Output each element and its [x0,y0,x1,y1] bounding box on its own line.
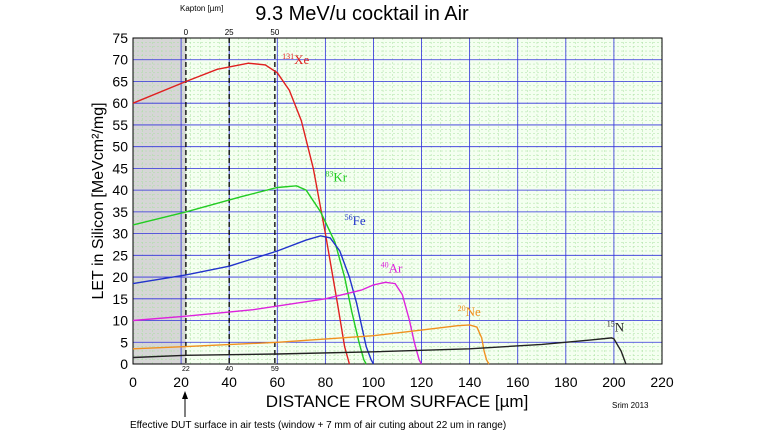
series-name: Ne [466,304,481,319]
y-tick-label: 10 [112,313,128,329]
y-tick-label: 35 [112,204,128,220]
x-tick-label: 60 [269,374,285,390]
x-tick-label: 40 [221,374,237,390]
x-tick-label: 80 [318,374,334,390]
series-mass-number: 20 [458,304,466,313]
x-tick-label: 180 [554,374,578,390]
y-tick-label: 50 [112,139,128,155]
series-label-xe: 131Xe [282,52,309,67]
series-line-xe [132,62,351,365]
y-tick-label: 65 [112,73,128,89]
chart-title: 9.3 MeV/u cocktail in Air [255,3,469,25]
series-label-ar: 40Ar [381,261,403,276]
series-mass-number: 15 [607,319,615,328]
y-tick-label: 45 [112,160,128,176]
shaded-region [133,38,186,364]
series-line-n [132,337,627,365]
kapton-tick-label: 50 [270,28,279,37]
kapton-axis-label: Kapton [µm] [180,4,223,13]
credit-label: Srim 2013 [612,401,649,410]
y-tick-label: 25 [112,247,128,263]
marker-label: 22 [182,366,190,373]
x-tick-label: 160 [506,374,530,390]
series-name: Kr [333,169,347,184]
plot-area [132,37,663,365]
marker-label: 40 [225,366,233,373]
series-name: Fe [353,213,366,228]
x-tick-label: 20 [173,374,189,390]
series-line-kr [132,185,367,365]
kapton-tick-label: 0 [184,28,189,37]
series-mass-number: 40 [381,261,389,270]
series-line-ne [132,324,490,365]
surface-arrow-icon [182,391,188,417]
plot-background [133,38,662,364]
series-mass-number: 56 [345,213,353,222]
x-axis-label: DISTANCE FROM SURFACE [µm] [266,392,529,411]
y-tick-label: 40 [112,182,128,198]
series-line-ar [132,281,423,365]
x-tick-label: 120 [410,374,434,390]
series-name: N [615,319,625,334]
series-name: Xe [294,52,309,67]
x-tick-label: 220 [650,374,674,390]
series-line-fe [132,235,375,365]
y-tick-label: 30 [112,226,128,242]
y-tick-label: 0 [120,356,128,372]
x-tick-label: 0 [129,374,137,390]
series-label-n: 15N [607,319,625,334]
series-mass-number: 83 [325,169,333,178]
y-axis-label: LET in Silicon [MeVcm²/mg] [90,102,107,299]
series-label-fe: 56Fe [345,213,366,228]
plot-frame [132,37,663,365]
y-tick-label: 60 [112,95,128,111]
marker-label: 59 [271,366,279,373]
x-tick-label: 140 [458,374,482,390]
y-tick-label: 55 [112,117,128,133]
series-label-kr: 83Kr [325,169,347,184]
y-tick-label: 5 [120,334,128,350]
y-tick-label: 75 [112,30,128,46]
y-tick-label: 15 [112,291,128,307]
series-label-ne: 20Ne [458,304,481,319]
series-name: Ar [389,261,403,276]
footer-note: Effective DUT surface in air tests (wind… [130,420,506,431]
x-tick-label: 200 [602,374,626,390]
series-mass-number: 131 [282,52,294,61]
kapton-tick-label: 25 [225,28,234,37]
x-tick-label: 100 [362,374,386,390]
y-tick-label: 20 [112,269,128,285]
y-tick-label: 70 [112,52,128,68]
